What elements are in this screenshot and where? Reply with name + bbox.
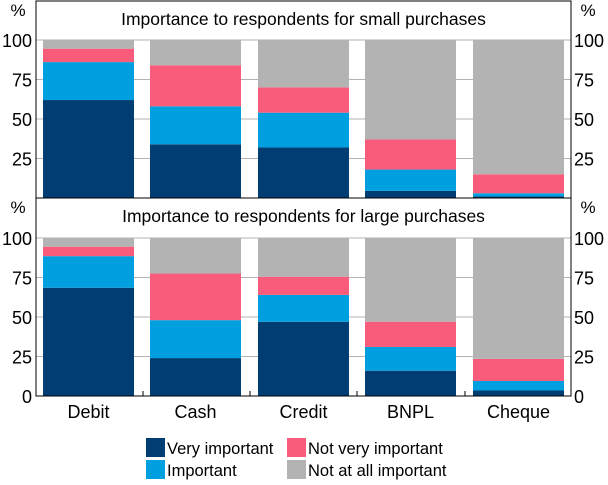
y-tick-label-right: 50 <box>574 308 594 328</box>
bar-cheque-very-important <box>473 390 564 396</box>
y-tick-label-right: 0 <box>574 387 584 407</box>
bar-bnpl-not-very-important <box>365 139 456 170</box>
bar-bnpl-important <box>365 347 456 371</box>
bar-credit-important <box>258 294 349 322</box>
bar-cash-not-very-important <box>150 65 241 107</box>
bar-cheque-not-very-important <box>473 174 564 194</box>
bar-cash-important <box>150 106 241 145</box>
legend-swatch <box>146 438 165 457</box>
bar-debit-not-at-all-important <box>43 40 134 49</box>
legend-swatch <box>287 438 306 457</box>
x-tick-label: Cash <box>174 402 216 422</box>
bar-cash-important <box>150 320 241 359</box>
y-tick-label-left: 0 <box>22 387 32 407</box>
bar-debit-not-very-important <box>43 246 134 257</box>
bar-cash-not-very-important <box>150 273 241 321</box>
y-tick-label-right: 50 <box>574 110 594 130</box>
bar-cheque-important <box>473 193 564 197</box>
bar-cheque-not-at-all-important <box>473 40 564 175</box>
bar-bnpl-not-at-all-important <box>365 40 456 140</box>
bar-debit-important <box>43 62 134 101</box>
panel-title: Importance to respondents for small purc… <box>121 9 486 29</box>
y-axis-unit-left: % <box>10 198 25 217</box>
bar-cheque-not-at-all-important <box>473 238 564 359</box>
y-tick-label-left: 75 <box>12 71 32 91</box>
panel-frame <box>35 197 572 397</box>
bar-cash-not-at-all-important <box>150 40 241 66</box>
y-tick-label-left: 25 <box>12 348 32 368</box>
legend-label: Not at all important <box>308 462 447 480</box>
y-tick-label-left: 50 <box>12 110 32 130</box>
bar-bnpl-very-important <box>365 190 456 198</box>
bar-debit-very-important <box>43 100 134 198</box>
x-tick-label: Credit <box>279 402 327 422</box>
bar-credit-not-very-important <box>258 276 349 295</box>
y-tick-label-right: 25 <box>574 348 594 368</box>
legend-swatch <box>146 460 165 479</box>
y-tick-label-left: 75 <box>12 269 32 289</box>
x-tick-label: BNPL <box>387 402 434 422</box>
bar-cheque-not-very-important <box>473 358 564 381</box>
y-tick-label-right: 100 <box>574 31 604 51</box>
bar-debit-not-very-important <box>43 48 134 63</box>
y-axis-unit-right: % <box>580 198 595 217</box>
bar-credit-not-at-all-important <box>258 238 349 277</box>
bar-debit-not-at-all-important <box>43 238 134 247</box>
y-tick-label-right: 75 <box>574 71 594 91</box>
bar-credit-very-important <box>258 321 349 396</box>
y-tick-label-right: 25 <box>574 150 594 170</box>
bar-bnpl-not-very-important <box>365 321 456 348</box>
bar-debit-important <box>43 256 134 288</box>
bar-cash-not-at-all-important <box>150 238 241 274</box>
bar-credit-important <box>258 112 349 148</box>
bar-credit-not-very-important <box>258 87 349 113</box>
y-tick-label-left: 100 <box>2 31 32 51</box>
y-tick-label-right: 100 <box>574 229 604 249</box>
bar-debit-very-important <box>43 287 134 396</box>
bar-bnpl-important <box>365 169 456 191</box>
bar-cash-very-important <box>150 144 241 198</box>
y-tick-label-right: 75 <box>574 269 594 289</box>
legend-label: Very important <box>167 440 274 458</box>
y-tick-label-left: 100 <box>2 229 32 249</box>
y-tick-label-left: 25 <box>12 150 32 170</box>
legend-label: Not very important <box>308 440 443 458</box>
bar-cheque-important <box>473 380 564 391</box>
bar-cash-very-important <box>150 358 241 396</box>
bar-credit-not-at-all-important <box>258 40 349 88</box>
y-axis-unit-right: % <box>580 1 595 20</box>
y-tick-label-left: 50 <box>12 308 32 328</box>
panel-title: Importance to respondents for large purc… <box>122 206 485 226</box>
x-tick-label: Debit <box>67 402 109 422</box>
x-tick-label: Cheque <box>487 402 550 422</box>
bar-bnpl-not-at-all-important <box>365 238 456 322</box>
bar-credit-very-important <box>258 147 349 198</box>
legend-swatch <box>287 460 306 479</box>
bar-cheque-very-important <box>473 196 564 198</box>
bar-bnpl-very-important <box>365 370 456 396</box>
legend-label: Important <box>167 462 237 480</box>
y-axis-unit-left: % <box>10 1 25 20</box>
